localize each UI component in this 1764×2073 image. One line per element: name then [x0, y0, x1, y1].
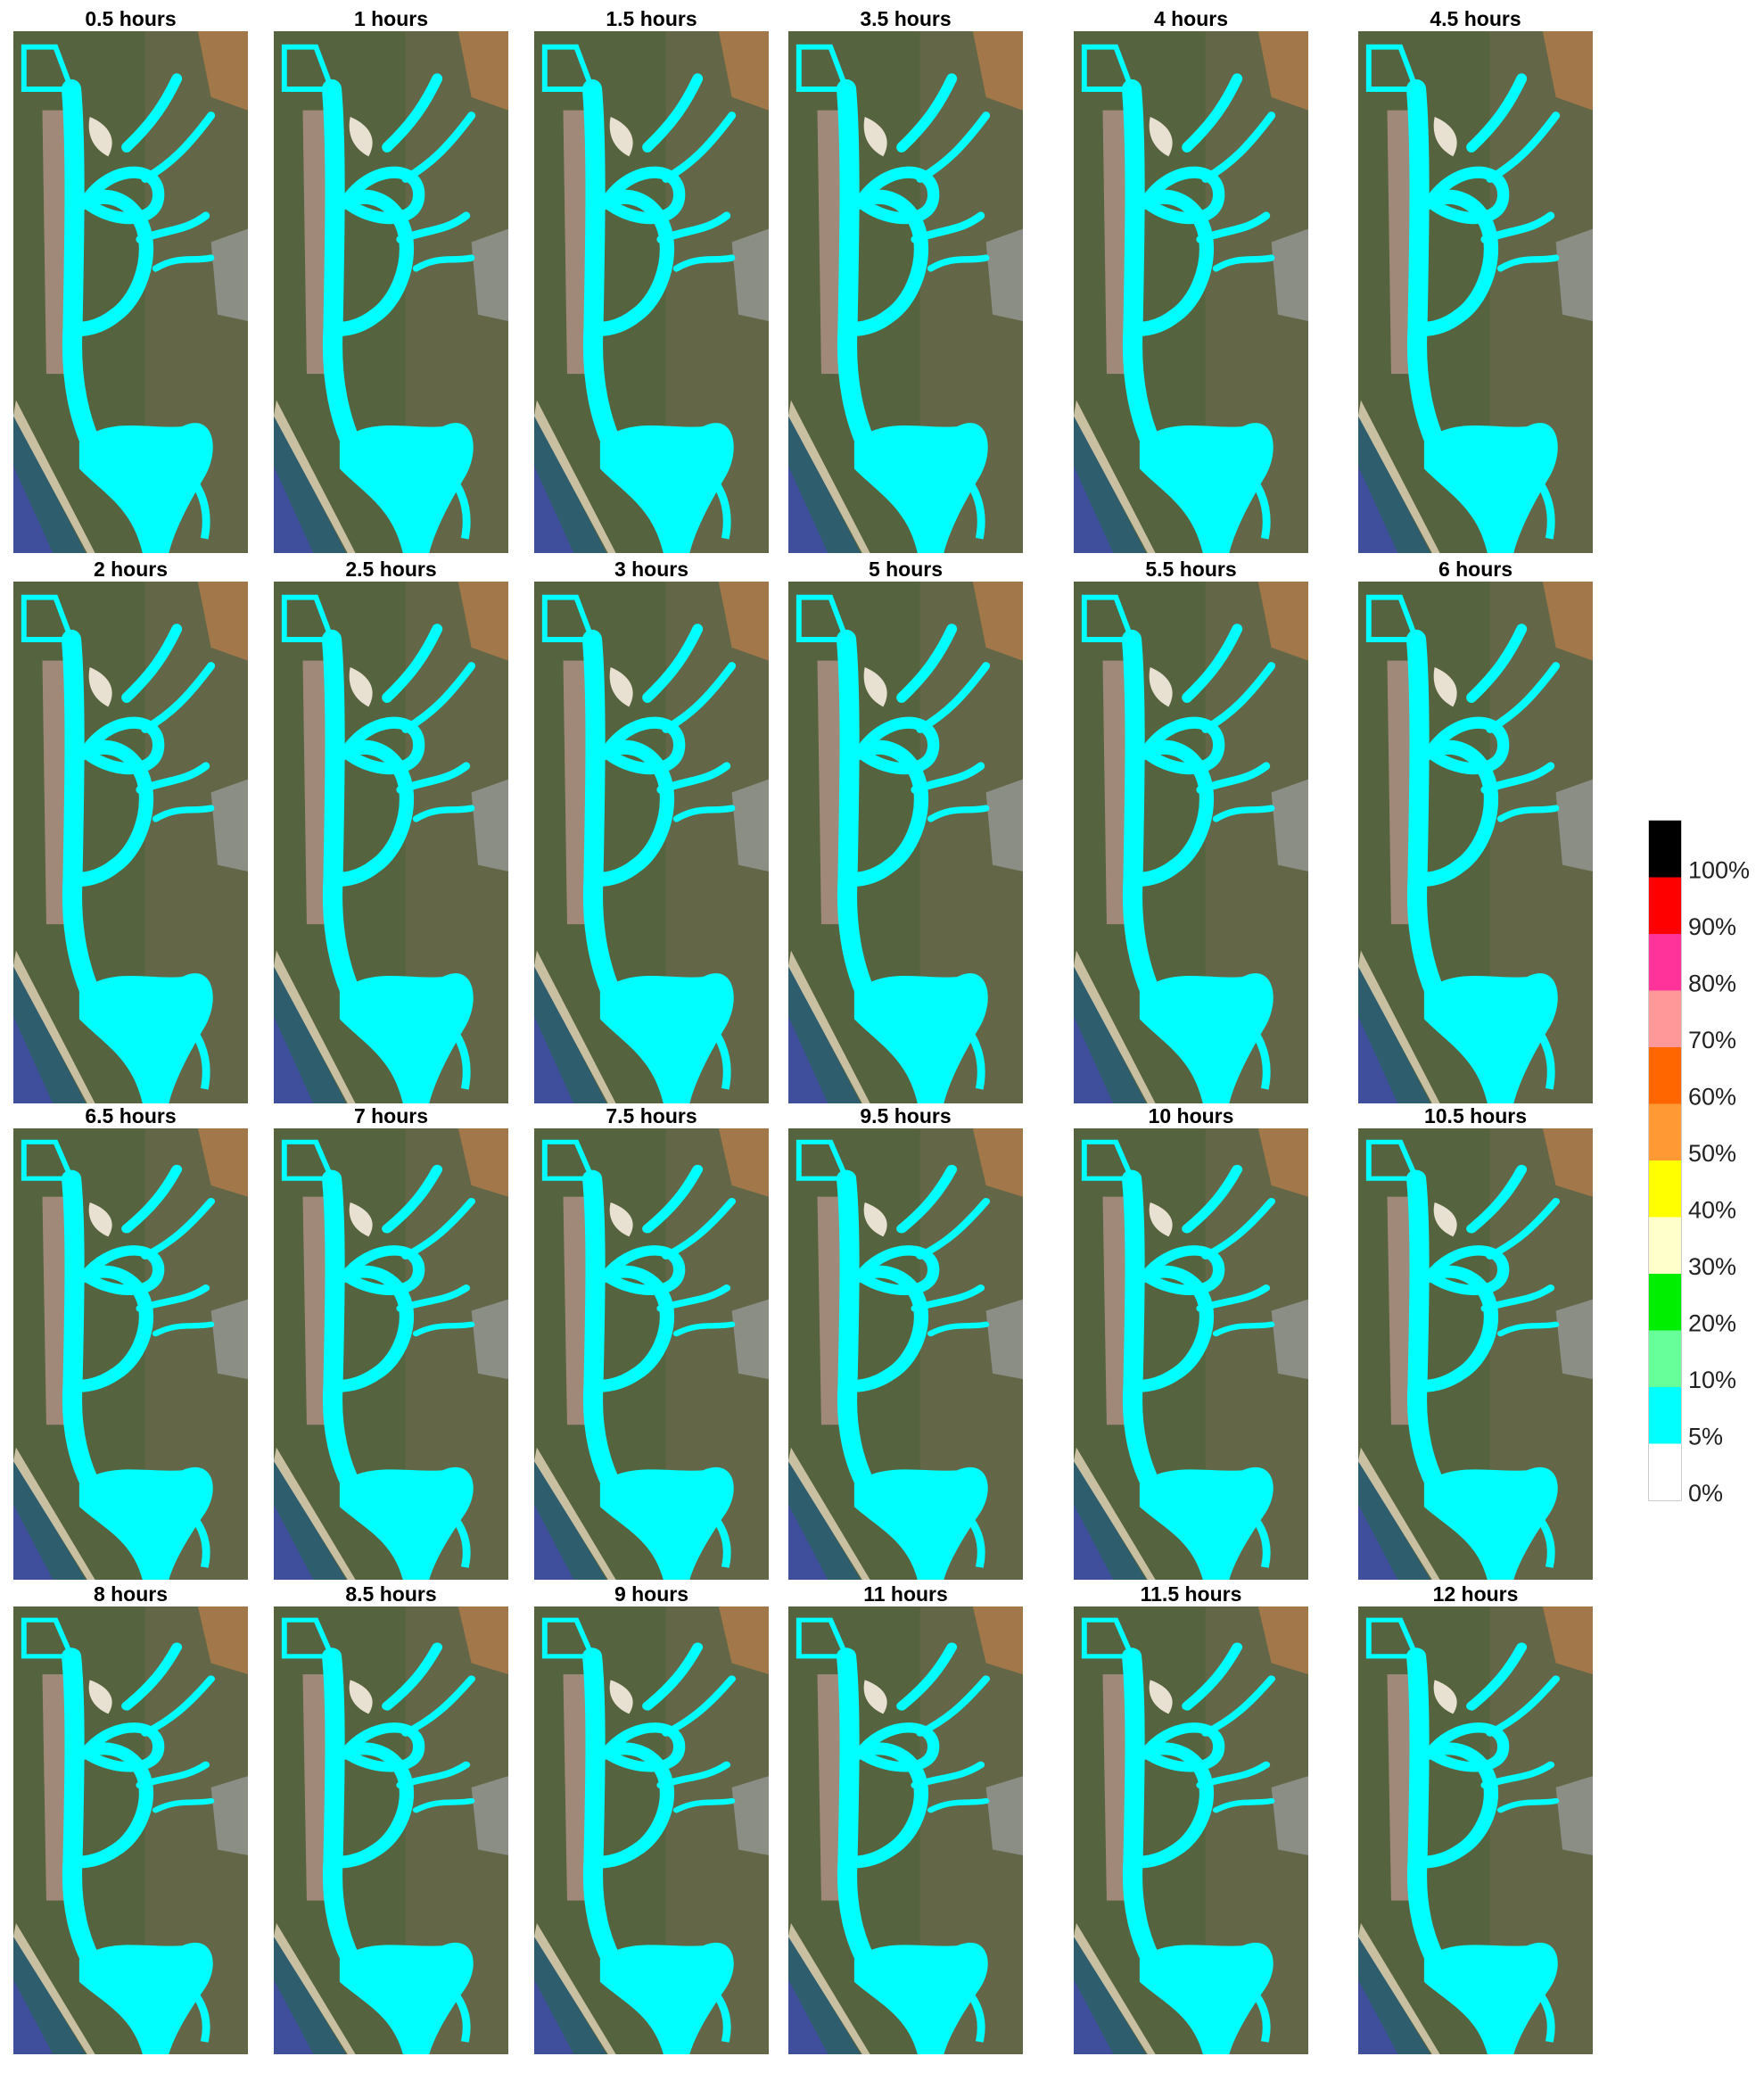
panel-title: 1 hours	[354, 7, 428, 30]
panel-title: 9.5 hours	[860, 1104, 951, 1127]
map-image	[274, 1128, 508, 1580]
map-panel: 6 hours	[1358, 557, 1593, 1103]
panel-title: 11.5 hours	[1141, 1582, 1242, 1606]
panel-title: 11 hours	[863, 1582, 948, 1606]
legend-label: 10%	[1688, 1367, 1736, 1393]
map-image	[274, 582, 508, 1103]
map-panel: 8.5 hours	[274, 1582, 508, 2054]
map-image	[13, 582, 248, 1103]
map-image	[534, 1128, 769, 1580]
map-panel: 5 hours	[788, 557, 1023, 1103]
map-image	[788, 582, 1023, 1103]
panel-title: 5.5 hours	[1145, 557, 1236, 581]
map-image	[534, 582, 769, 1103]
map-image	[788, 1128, 1023, 1580]
panel-title: 7.5 hours	[606, 1104, 697, 1127]
legend-label: 20%	[1688, 1310, 1736, 1337]
map-panel: 7 hours	[274, 1104, 508, 1580]
map-panel: 9 hours	[534, 1582, 769, 2054]
map-image	[13, 31, 248, 553]
map-image	[1358, 1606, 1593, 2054]
legend: 100% 90% 80% 70% 60% 50% 40% 30% 20% 10% 5% 0%	[1648, 820, 1750, 1507]
panel-title: 3.5 hours	[860, 7, 951, 30]
map-panel: 11.5 hours	[1074, 1582, 1308, 2054]
map-panel: 3.5 hours	[788, 7, 1023, 553]
legend-swatch	[1649, 1274, 1681, 1331]
map-panel: 2.5 hours	[274, 557, 508, 1103]
map-panel: 10 hours	[1074, 1104, 1308, 1580]
map-image	[1074, 31, 1308, 553]
legend-swatch	[1649, 1330, 1681, 1387]
panel-title: 8.5 hours	[345, 1582, 436, 1606]
map-image	[1074, 1128, 1308, 1580]
panel-title: 0.5 hours	[85, 7, 176, 30]
legend-swatch	[1649, 1387, 1681, 1444]
legend-swatch	[1649, 1103, 1681, 1160]
legend-swatch	[1649, 821, 1681, 878]
legend-label: 90%	[1688, 913, 1736, 940]
panel-title: 8 hours	[94, 1582, 168, 1606]
map-image	[13, 1606, 248, 2054]
legend-label: 30%	[1688, 1253, 1736, 1280]
map-panel: 8 hours	[13, 1582, 248, 2054]
panel-title: 2.5 hours	[345, 557, 436, 581]
panel-title: 7 hours	[354, 1104, 428, 1127]
legend-swatch	[1649, 877, 1681, 934]
legend-swatch	[1649, 1443, 1681, 1500]
map-panel: 0.5 hours	[13, 7, 248, 553]
map-image	[534, 1606, 769, 2054]
legend-swatch	[1649, 990, 1681, 1047]
map-panel: 11 hours	[788, 1582, 1023, 2054]
panel-title: 2 hours	[94, 557, 168, 581]
panel-title: 4.5 hours	[1430, 7, 1521, 30]
legend-swatch	[1649, 934, 1681, 991]
legend-label: 70%	[1688, 1027, 1736, 1053]
map-panel: 10.5 hours	[1358, 1104, 1593, 1580]
map-image	[1358, 1128, 1593, 1580]
legend-label: 5%	[1688, 1424, 1723, 1450]
map-image	[13, 1128, 248, 1580]
legend-label: 50%	[1688, 1140, 1736, 1167]
map-image	[1074, 582, 1308, 1103]
panel-title: 5 hours	[869, 557, 943, 581]
panel-title: 6 hours	[1438, 557, 1513, 581]
legend-swatch	[1649, 1047, 1681, 1104]
panel-title: 4 hours	[1154, 7, 1228, 30]
map-image	[1074, 1606, 1308, 2054]
legend-swatch	[1649, 1217, 1681, 1274]
map-panel: 12 hours	[1358, 1582, 1593, 2054]
map-image	[274, 31, 508, 553]
map-panel: 6.5 hours	[13, 1104, 248, 1580]
panel-title: 6.5 hours	[85, 1104, 176, 1127]
panel-title: 1.5 hours	[606, 7, 697, 30]
map-panel: 3 hours	[534, 557, 769, 1103]
legend-swatch	[1649, 1160, 1681, 1218]
panel-title: 3 hours	[614, 557, 688, 581]
legend-label: 40%	[1688, 1197, 1736, 1224]
legend-label: 0%	[1688, 1480, 1723, 1507]
map-image	[788, 1606, 1023, 2054]
panel-title: 9 hours	[614, 1582, 688, 1606]
panel-title: 10 hours	[1149, 1104, 1234, 1127]
panel-title: 12 hours	[1433, 1582, 1519, 1606]
map-panel: 1 hours	[274, 7, 508, 553]
map-image	[274, 1606, 508, 2054]
map-image	[534, 31, 769, 553]
map-panel: 2 hours	[13, 557, 248, 1103]
map-panel: 4.5 hours	[1358, 7, 1593, 553]
map-panel: 1.5 hours	[534, 7, 769, 553]
map-panel: 9.5 hours	[788, 1104, 1023, 1580]
map-panel: 7.5 hours	[534, 1104, 769, 1580]
map-panel: 5.5 hours	[1074, 557, 1308, 1103]
legend-label: 80%	[1688, 970, 1736, 997]
legend-label: 100%	[1688, 857, 1750, 884]
legend-label: 60%	[1688, 1084, 1736, 1111]
panel-grid: 0.5 hours 1 hours 1.5 hours 3.5 hours 4 hour…	[13, 7, 1593, 2054]
map-image	[788, 31, 1023, 553]
map-image	[1358, 582, 1593, 1103]
map-panel: 4 hours	[1074, 7, 1308, 553]
map-image	[1358, 31, 1593, 553]
panel-title: 10.5 hours	[1424, 1104, 1527, 1127]
